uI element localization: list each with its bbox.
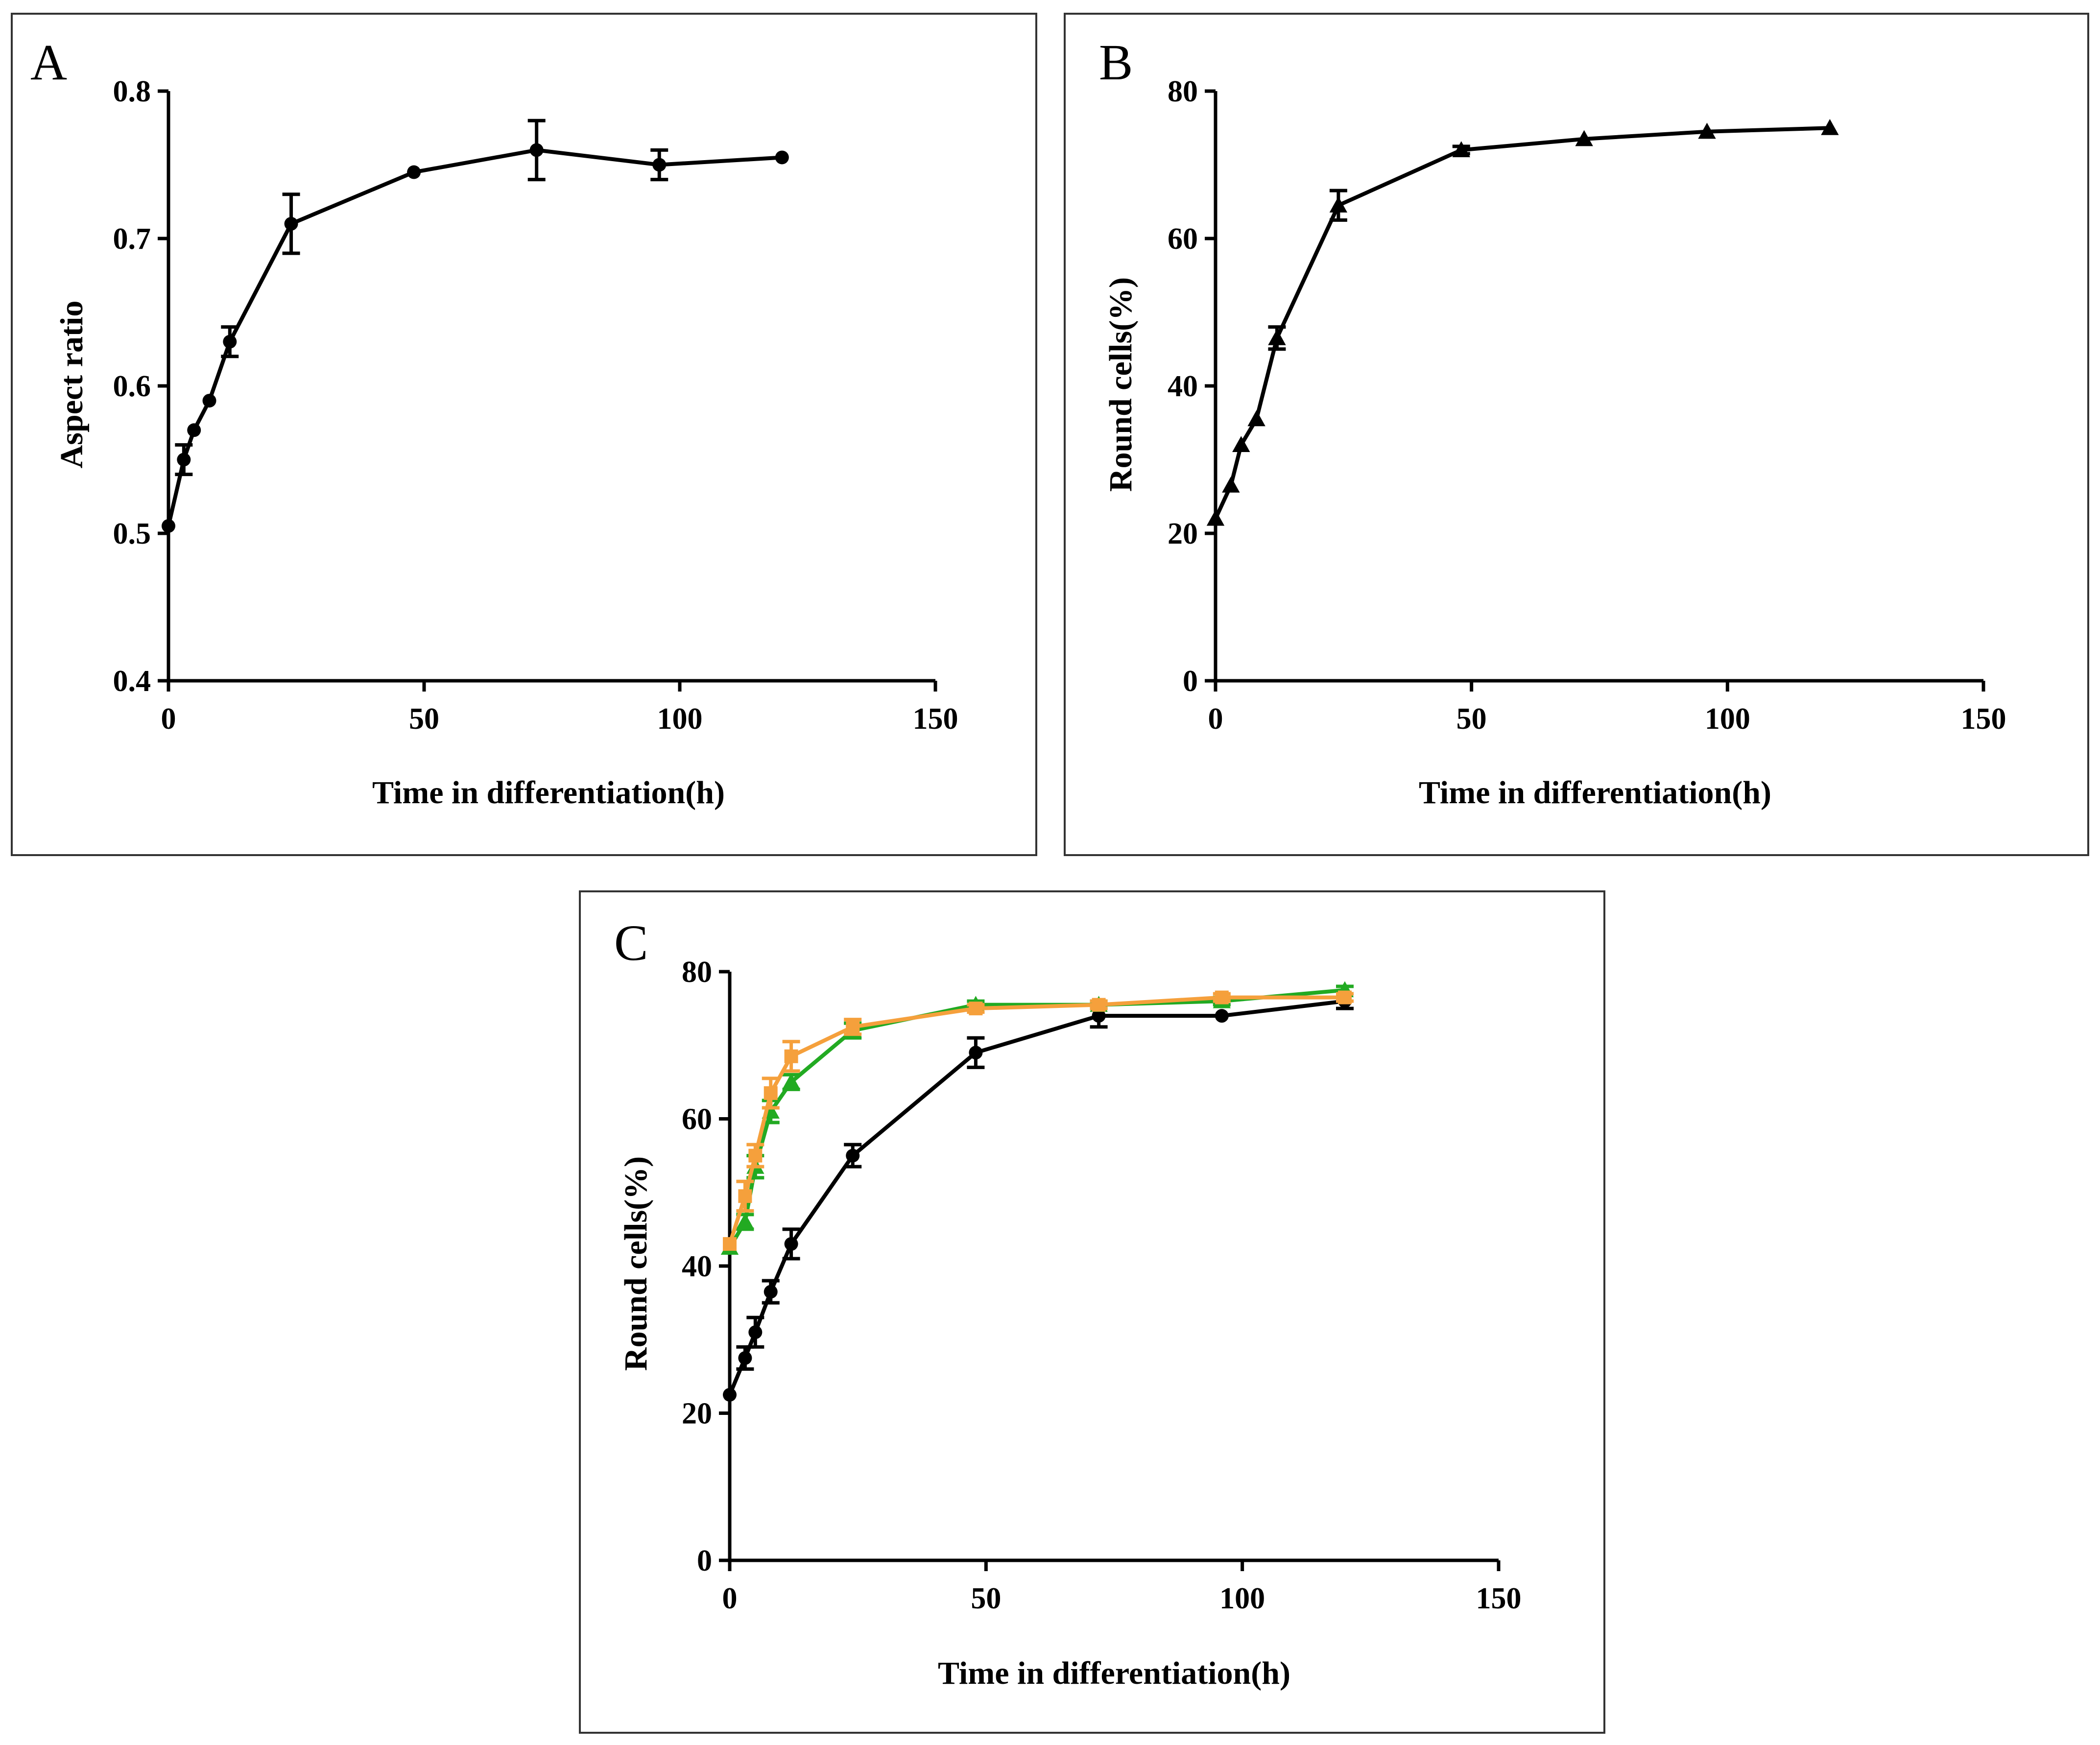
panel-c-data-point [764, 1086, 778, 1100]
panel-b-x-axis-title: Time in differentiation(h) [1419, 775, 1771, 811]
panel-a: A 0 50 100 150 0.4 0.5 0.6 0.7 0.8 Time in diffe… [11, 13, 1037, 856]
panel-c-data-point [748, 1148, 763, 1163]
panel-c-x-axis-title: Time in differentiation(h) [938, 1655, 1290, 1691]
panel-a-data-point [223, 335, 237, 349]
panel-c-data-point [764, 1285, 778, 1299]
panel-c-letter: C [614, 915, 648, 971]
panel-c-data-point [738, 1351, 752, 1365]
panel-b-x-tick-label: 100 [1705, 702, 1750, 736]
panel-c-y-tick-label: 0 [697, 1544, 712, 1578]
panel-c-y-axis-title: Round cells(%) [618, 1156, 654, 1371]
panel-b-y-tick-label: 0 [1183, 665, 1198, 698]
panel-a-data-point [177, 453, 191, 467]
panel-b-x-tick-label: 150 [1961, 702, 2006, 736]
panel-c-series-line-orange [728, 995, 1345, 1245]
panel-a-data-point [529, 143, 544, 157]
panel-c-data-point [969, 1046, 983, 1060]
panel-c-data-point [782, 1073, 800, 1089]
panel-a-x-tick-label: 50 [409, 702, 439, 736]
panel-c-data-point [784, 1049, 798, 1063]
panel-a-x-tick-label: 150 [913, 702, 958, 736]
panel-a-data-point [407, 165, 421, 179]
panel-c-data-point [738, 1189, 752, 1203]
panel-c-data-point [846, 1148, 860, 1163]
panel-c-x-tick-label: 100 [1219, 1582, 1265, 1615]
panel-c-data-point [736, 1213, 754, 1229]
panel-c-plot: 0 50 100 150 0 20 40 60 80 [682, 956, 1522, 1615]
panel-a-data-point [652, 158, 667, 172]
panel-b-letter: B [1099, 34, 1133, 91]
panel-c-data-point [1215, 990, 1229, 1004]
panel-b-y-tick-label: 60 [1168, 222, 1198, 256]
panel-c-data-point [1092, 998, 1106, 1012]
panel-a-y-tick-label: 0.7 [113, 222, 151, 256]
panel-b-y-axis-title: Round cells(%) [1103, 277, 1139, 492]
panel-b-data-point [1698, 122, 1716, 139]
panel-a-data-point [284, 216, 298, 231]
panel-a-x-axis-title: Time in differentiation(h) [372, 775, 725, 811]
panel-c-data-point [1092, 1009, 1106, 1023]
panel-c-frame [579, 890, 1605, 1734]
panel-b-data-point [1232, 436, 1250, 452]
panel-c-x-tick-label: 150 [1476, 1582, 1522, 1615]
panel-c-y-tick-label: 80 [682, 956, 712, 989]
panel-c-y-tick-label: 40 [682, 1250, 712, 1283]
panel-a-x-tick-label: 100 [657, 702, 703, 736]
panel-c-data-point [748, 1325, 763, 1339]
panel-b-data-point [1821, 119, 1839, 135]
panel-b-y-tick-label: 20 [1168, 517, 1198, 550]
panel-c-y-tick-label: 60 [682, 1103, 712, 1136]
panel-a-data-point [775, 150, 789, 165]
panel-a-plot: 0 50 100 150 0.4 0.5 0.6 0.7 0.8 [113, 75, 958, 736]
panel-b-data-point [1222, 476, 1240, 493]
panel-c-data-point [969, 1002, 983, 1016]
panel-c-data-point [723, 1387, 737, 1402]
panel-a-y-tick-label: 0.5 [113, 517, 151, 550]
panel-a-y-tick-label: 0.8 [113, 75, 151, 108]
panel-b-data-point [1247, 410, 1265, 427]
panel-b: B 0 50 100 150 0 20 40 60 80 Time in differentia… [1064, 13, 2089, 856]
panel-c-data-point [1215, 1009, 1229, 1023]
panel-a-y-tick-label: 0.4 [113, 665, 151, 698]
panel-b-y-tick-label: 40 [1168, 370, 1198, 403]
panel-b-x-tick-label: 0 [1208, 702, 1223, 736]
panel-b-plot: 0 50 100 150 0 20 40 60 80 [1168, 75, 2006, 736]
panel-c-series-line-black [728, 999, 1345, 1396]
panel-a-data-point [162, 519, 175, 533]
panel-a-y-axis-title: Aspect ratio [54, 301, 90, 469]
panel-b-y-tick-label: 80 [1168, 75, 1198, 108]
panel-c-data-point [1338, 990, 1352, 1004]
panel-b-data-point [1452, 141, 1470, 157]
panel-a-data-point [202, 394, 216, 408]
panel-c-data-point [723, 1237, 737, 1251]
panel-c-x-tick-label: 50 [971, 1582, 1001, 1615]
panel-b-data-point [1206, 509, 1225, 526]
panel-a-series-aspect-ratio [162, 119, 789, 533]
panel-b-x-tick-label: 50 [1456, 702, 1487, 736]
panel-b-data-point [1575, 130, 1593, 146]
panel-c-y-tick-label: 20 [682, 1397, 712, 1431]
panel-a-data-point [187, 423, 201, 437]
panel-b-data-point [1329, 196, 1348, 213]
panel-b-series-round-cells [1206, 119, 1839, 526]
panel-a-x-tick-label: 0 [161, 702, 176, 736]
panel-c: C 0 50 100 150 0 20 40 60 80 Time in differentia… [579, 890, 1605, 1734]
panel-a-letter: A [30, 34, 67, 91]
panel-c-data-point [784, 1237, 798, 1251]
panel-b-series-line-round-cells [1214, 126, 1830, 520]
panel-c-series-orange [723, 990, 1354, 1251]
panel-b-frame [1064, 13, 2089, 856]
panel-b-data-point [1268, 329, 1286, 345]
panel-a-y-tick-label: 0.6 [113, 370, 151, 403]
panel-c-x-tick-label: 0 [722, 1582, 738, 1615]
panel-c-data-point [846, 1020, 860, 1034]
